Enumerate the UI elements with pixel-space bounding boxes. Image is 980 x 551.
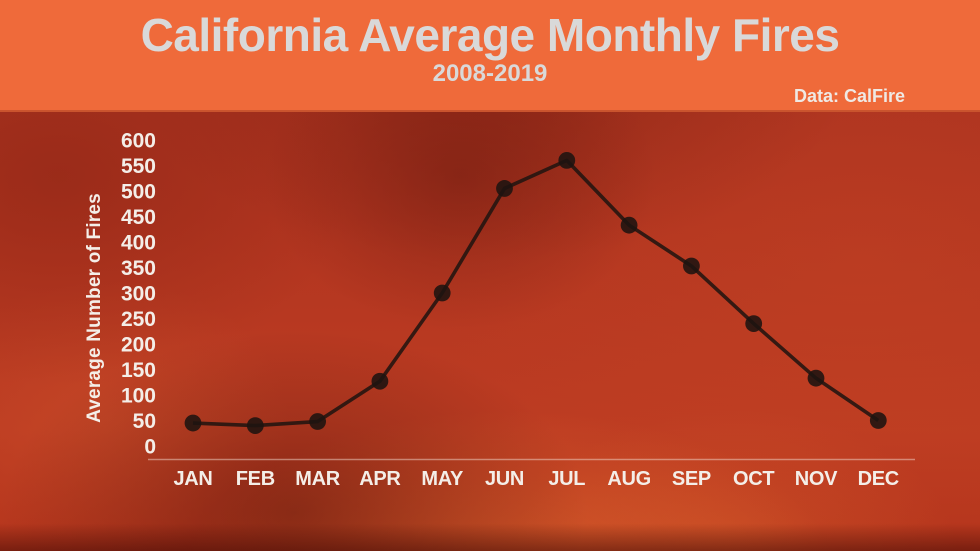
y-axis-tick-label: 600 [121,130,156,153]
data-point [745,315,763,332]
chart-subtitle: 2008-2019 [432,60,548,87]
x-axis-tick-label: NOV [795,468,838,490]
y-axis-tick-label: 200 [121,334,156,357]
y-axis-tick-label: 500 [121,181,156,204]
x-axis-tick-label: AUG [607,468,651,490]
data-line [192,158,880,428]
x-axis-tick-label: MAR [295,468,341,490]
y-axis-tick-label: 350 [121,257,156,280]
data-point [496,180,513,197]
y-axis-tick-label: 400 [121,232,156,255]
x-axis-tick-label: JUN [485,468,524,490]
y-axis-tick-label: 50 [133,410,156,433]
data-point [683,257,700,275]
data-point [807,369,825,387]
y-axis-tick-label: 450 [121,206,156,229]
y-axis-tick-label: 250 [121,308,156,331]
data-source-label: Data: CalFire [793,86,905,106]
x-axis-tick-label: FEB [236,468,275,490]
y-axis-tick-label: 100 [121,385,156,408]
data-point [371,372,389,390]
x-axis-tick-label: JUL [548,468,585,490]
y-axis-tick-label: 550 [121,155,156,178]
y-axis-tick-label: 300 [121,283,156,306]
data-point [620,216,638,234]
x-axis-tick-label: MAY [421,468,464,490]
y-axis-title: Average Number of Fires [84,193,105,423]
data-point [869,412,887,429]
header-banner: California Average Monthly Fires 2008-20… [0,0,980,112]
data-point [558,152,576,169]
data-point [246,417,264,434]
data-point [309,413,326,430]
x-axis-tick-labels: JAN FEB MAR APR MAY JUN JUL AUG SEP OCT NOV DEC [173,468,899,490]
x-axis-tick-label: SEP [672,468,711,490]
x-axis-tick-label: APR [359,468,401,490]
y-axis-tick-label: 0 [144,436,156,459]
y-axis-tick-label: 150 [121,359,156,382]
x-axis-tick-label: JAN [173,468,212,490]
x-axis-tick-label: OCT [733,468,774,490]
fires-series [184,152,887,434]
data-point [433,284,451,302]
x-axis-tick-label: DEC [858,468,899,490]
chart-title: California Average Monthly Fires [140,9,840,61]
data-point [184,414,202,432]
